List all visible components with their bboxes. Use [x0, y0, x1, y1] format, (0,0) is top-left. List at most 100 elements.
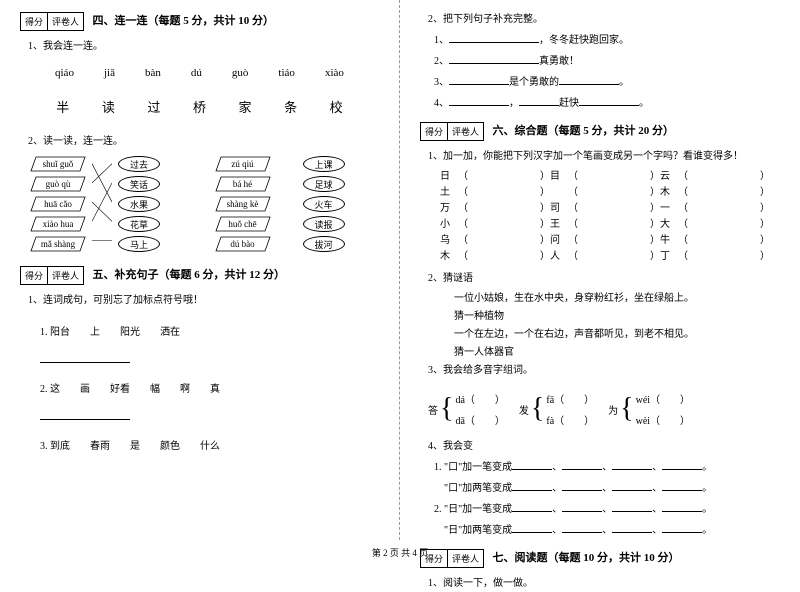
- char-item: 目（ ）: [550, 169, 660, 185]
- blank[interactable]: [662, 501, 702, 512]
- blank[interactable]: [449, 74, 509, 85]
- blank[interactable]: [612, 501, 652, 512]
- answer-blank[interactable]: [40, 352, 130, 363]
- reading-item: wéi（ ）: [636, 391, 690, 406]
- blank[interactable]: [562, 501, 602, 512]
- multi-char: 答: [428, 402, 438, 417]
- hanzi: 家: [239, 97, 252, 116]
- sec5b-q2: 2、把下列句子补充完整。: [428, 12, 780, 28]
- parallelogram-box: guò qù: [30, 176, 86, 192]
- blank[interactable]: [449, 53, 539, 64]
- riddle-line: 一位小姑娘，生在水中央，身穿粉红衫，坐在绿船上。: [434, 291, 780, 306]
- blank[interactable]: [468, 169, 540, 185]
- blank[interactable]: [688, 249, 760, 265]
- oval-box: 花草: [118, 216, 160, 232]
- multi-pronunciation: 答{dá（ ）dā（ ） 发{fā（ ）fà（ ） 为{wéi（ ）wèi（ ）: [428, 391, 772, 427]
- oval-box: 上课: [303, 156, 345, 172]
- char-item: 木（ ）: [660, 185, 770, 201]
- pinyin: xiào: [325, 67, 344, 79]
- blank[interactable]: [519, 95, 559, 106]
- oval-box: 拔河: [303, 236, 345, 252]
- section-5-header: 得分 评卷人 五、补充句子（每题 6 分，共计 12 分）: [20, 266, 379, 285]
- blank[interactable]: [662, 480, 702, 491]
- left-column: 得分 评卷人 四、连一连（每题 5 分，共计 10 分） 1、我会连一连。 qi…: [0, 0, 400, 540]
- char-item: 土（ ）: [440, 185, 550, 201]
- char-item: 问（ ）: [550, 233, 660, 249]
- sec6-q3: 3、我会给多音字组词。: [428, 363, 780, 379]
- blank[interactable]: [468, 185, 540, 201]
- pinyin: guò: [232, 67, 249, 79]
- sentence-3: 3. 到底 春雨 是 颜色 什么: [40, 437, 379, 452]
- sec4-q2: 2、读一读，连一连。: [28, 134, 379, 150]
- hanzi: 校: [330, 97, 343, 116]
- section-5-title: 五、补充句子（每题 6 分，共计 12 分）: [93, 269, 286, 281]
- hanzi-row: 半 读 过 桥 家 条 校: [40, 97, 359, 116]
- blank[interactable]: [562, 480, 602, 491]
- oval-box: 水果: [118, 196, 160, 212]
- reading-item: dá（ ）: [455, 391, 504, 406]
- sec6-q2: 2、猜谜语: [428, 271, 780, 287]
- pinyin: dú: [191, 67, 202, 79]
- fill-4: 4、，赶快。: [434, 95, 780, 112]
- blank[interactable]: [579, 95, 639, 106]
- char-item: （ ）: [550, 185, 660, 201]
- blank[interactable]: [512, 459, 552, 470]
- sec4-q1: 1、我会连一连。: [28, 39, 379, 55]
- score-label: 得分: [421, 123, 448, 140]
- blank[interactable]: [612, 480, 652, 491]
- blank[interactable]: [468, 233, 540, 249]
- score-box: 得分 评卷人: [420, 549, 484, 568]
- char-item: 一（ ）: [660, 201, 770, 217]
- matching-diagram: shuǐ guǒguò qùhuā cǎoxiào huamǎ shàng 过去…: [30, 156, 369, 252]
- char-item: 人（ ）: [550, 249, 660, 265]
- sentence-2: 2. 这 画 好看 幅 啊 真: [40, 380, 379, 395]
- blank[interactable]: [578, 201, 650, 217]
- parallelogram-box: xiào hua: [30, 216, 86, 232]
- reading-item: fā（ ）: [546, 391, 594, 406]
- section-4-title: 四、连一连（每题 5 分，共计 10 分）: [93, 15, 275, 27]
- blank[interactable]: [449, 95, 509, 106]
- q4-line: 1. "口"加一笔变成、、、。: [434, 459, 780, 476]
- blank[interactable]: [512, 501, 552, 512]
- blank[interactable]: [468, 201, 540, 217]
- answer-blank[interactable]: [40, 409, 130, 420]
- section-4-header: 得分 评卷人 四、连一连（每题 5 分，共计 10 分）: [20, 12, 379, 31]
- blank[interactable]: [688, 217, 760, 233]
- blank[interactable]: [468, 217, 540, 233]
- blank[interactable]: [468, 249, 540, 265]
- blank[interactable]: [578, 217, 650, 233]
- blank[interactable]: [662, 459, 702, 470]
- blank[interactable]: [512, 480, 552, 491]
- blank[interactable]: [562, 459, 602, 470]
- reading-item: wèi（ ）: [636, 412, 690, 427]
- blank[interactable]: [559, 74, 619, 85]
- blank[interactable]: [612, 522, 652, 533]
- riddle-line: 猜一人体器官: [434, 345, 780, 360]
- hanzi: 过: [147, 97, 160, 116]
- blank[interactable]: [578, 249, 650, 265]
- char-item: 木（ ）: [440, 249, 550, 265]
- blank[interactable]: [688, 233, 760, 249]
- blank[interactable]: [562, 522, 602, 533]
- blank[interactable]: [662, 522, 702, 533]
- char-item: 小（ ）: [440, 217, 550, 233]
- blank[interactable]: [578, 185, 650, 201]
- char-item: 日（ ）: [440, 169, 550, 185]
- blank[interactable]: [612, 459, 652, 470]
- score-label: 得分: [21, 267, 48, 284]
- blank[interactable]: [578, 233, 650, 249]
- sentence-1: 1. 阳台 上 阳光 洒在: [40, 323, 379, 338]
- blank[interactable]: [449, 32, 539, 43]
- oval-box: 马上: [118, 236, 160, 252]
- pinyin: qiáo: [55, 67, 74, 79]
- blank[interactable]: [688, 185, 760, 201]
- blank[interactable]: [688, 169, 760, 185]
- section-7-title: 七、阅读题（每题 10 分，共计 10 分）: [493, 552, 680, 564]
- parallelogram-box: shuǐ guǒ: [30, 156, 86, 172]
- grader-label: 评卷人: [448, 123, 483, 140]
- blank[interactable]: [512, 522, 552, 533]
- blank[interactable]: [578, 169, 650, 185]
- blank[interactable]: [688, 201, 760, 217]
- fill-1: 1、，冬冬赶快跑回家。: [434, 32, 780, 49]
- hanzi: 桥: [193, 97, 206, 116]
